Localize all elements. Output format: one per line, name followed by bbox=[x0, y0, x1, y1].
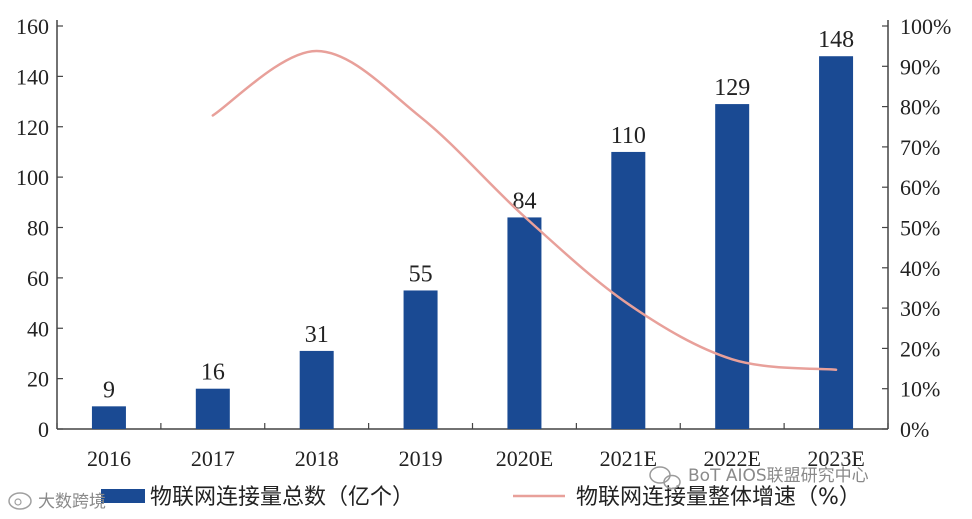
legend-bar-label: 物联网连接量总数（亿个） bbox=[150, 485, 414, 510]
y2-tick-label: 0% bbox=[900, 417, 929, 442]
x-tick-label: 2018 bbox=[295, 446, 339, 471]
x-tick-label: 2017 bbox=[191, 446, 235, 471]
watermark-top-text: BoT AIOS联盟研究中心 bbox=[688, 466, 869, 486]
weibo-icon bbox=[8, 492, 32, 510]
y2-tick-label: 10% bbox=[900, 377, 940, 402]
bar-value-label: 16 bbox=[201, 360, 225, 386]
y-tick-label: 20 bbox=[27, 367, 49, 392]
y-tick-label: 80 bbox=[27, 216, 49, 241]
y-tick-label: 100 bbox=[16, 165, 49, 190]
x-axis-ticks: 2016 2017 2018 2019 2020E 2021E 2022E 2023E bbox=[56, 423, 889, 471]
legend-line-label: 物联网连接量整体增速（%） bbox=[576, 485, 861, 510]
bar-value-label: 110 bbox=[611, 123, 646, 149]
bar bbox=[91, 406, 126, 429]
y2-tick-label: 70% bbox=[900, 135, 940, 160]
y2-tick-label: 30% bbox=[900, 296, 940, 321]
y-tick-label: 140 bbox=[16, 64, 49, 89]
bar bbox=[403, 290, 438, 429]
watermark-top: BoT AIOS联盟研究中心 bbox=[649, 466, 869, 490]
y-tick-label: 120 bbox=[16, 115, 49, 140]
y2-tick-label: 20% bbox=[900, 336, 940, 361]
bar bbox=[819, 56, 854, 429]
y-tick-label: 60 bbox=[27, 266, 49, 291]
y-tick-label: 40 bbox=[27, 316, 49, 341]
x-tick-label: 2022E bbox=[703, 446, 760, 471]
axes bbox=[56, 20, 889, 430]
line-series bbox=[211, 49, 838, 372]
bar-value-label: 129 bbox=[714, 75, 750, 101]
x-tick-label: 2023E bbox=[807, 446, 864, 471]
x-tick-label: 2020E bbox=[496, 446, 553, 471]
bar-series bbox=[91, 56, 854, 430]
wechat-icon bbox=[649, 466, 681, 490]
y2-tick-label: 90% bbox=[900, 54, 940, 79]
y2-tick-label: 60% bbox=[900, 175, 940, 200]
bar bbox=[195, 388, 230, 429]
bar-value-label: 148 bbox=[818, 27, 854, 53]
bar bbox=[299, 350, 334, 429]
y-tick-label: 160 bbox=[16, 14, 49, 39]
left-axis-ticks: 0 20 40 60 80 100 120 140 160 bbox=[16, 14, 63, 442]
x-tick-label: 2019 bbox=[399, 446, 443, 471]
y2-tick-label: 50% bbox=[900, 216, 940, 241]
x-tick-label: 2016 bbox=[87, 446, 131, 471]
bar bbox=[611, 151, 646, 429]
bar-value-label: 9 bbox=[103, 377, 115, 403]
bar-value-label: 55 bbox=[409, 261, 433, 287]
watermark-bottom-text: 大数跨境 bbox=[38, 492, 106, 512]
y-tick-label: 0 bbox=[38, 417, 49, 442]
y2-tick-label: 80% bbox=[900, 95, 940, 120]
x-tick-label: 2021E bbox=[600, 446, 657, 471]
y2-tick-label: 100% bbox=[900, 14, 951, 39]
legend: 物联网连接量总数（亿个） 物联网连接量整体增速（%） bbox=[101, 485, 861, 510]
growth-rate-line bbox=[211, 49, 838, 372]
legend-bar-swatch bbox=[101, 489, 145, 503]
right-axis-ticks: 0% 10% 20% 30% 40% 50% 60% 70% 80% 90% 100% bbox=[882, 14, 951, 442]
bar-value-label: 31 bbox=[305, 322, 329, 348]
bar bbox=[715, 104, 750, 430]
y2-tick-label: 40% bbox=[900, 256, 940, 281]
bar bbox=[507, 217, 542, 429]
watermark-bottom-left: 大数跨境 bbox=[8, 492, 106, 512]
